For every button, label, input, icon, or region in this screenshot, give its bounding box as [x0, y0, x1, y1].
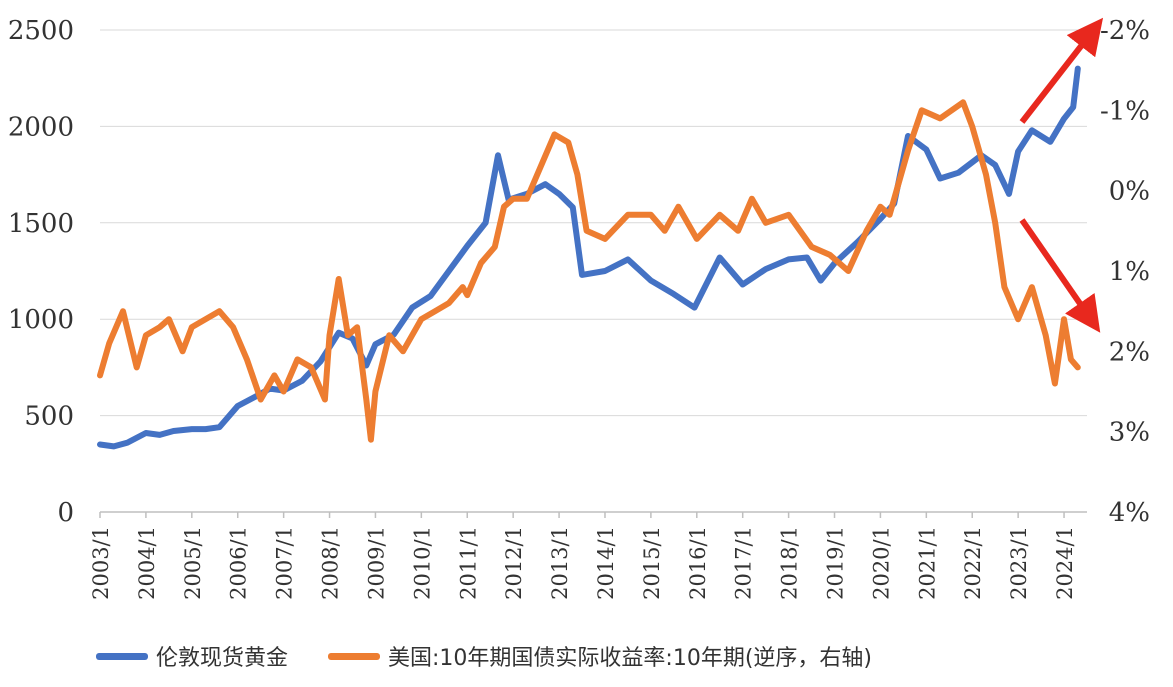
x-tick-label: 2005/1 [181, 526, 205, 600]
y-right-tick-label: 2% [1109, 337, 1150, 367]
series-lines [97, 65, 1081, 450]
x-tick-label: 2020/1 [869, 526, 893, 600]
up-arrow [1019, 17, 1104, 124]
line-chart: 0 500 1000 1500 2000 2500 4% 3% 2% 1% 0% -1% -2% 2003… [8, 16, 1150, 600]
annotation-arrows [1019, 17, 1104, 333]
y-right-tick-label: 0% [1109, 177, 1150, 207]
x-tick-label: 2018/1 [778, 526, 802, 600]
legend-swatch-gold [96, 652, 148, 660]
legend-label-yield: 美国:10年期国债实际收益率:10年期(逆序，右轴) [388, 646, 872, 671]
x-tick-label: 2016/1 [686, 526, 710, 600]
series-line-yield [97, 99, 1081, 443]
y-left-tick-label: 0 [57, 498, 74, 528]
y-right-tick-label: 3% [1109, 418, 1150, 448]
legend: 伦敦现货黄金 美国:10年期国债实际收益率:10年期(逆序，右轴) [96, 640, 872, 672]
x-tick-label: 2015/1 [640, 526, 664, 600]
gridlines [100, 29, 1087, 417]
legend-item-gold: 伦敦现货黄金 [96, 640, 288, 672]
y-left-tick-label: 2000 [8, 112, 74, 142]
x-tick-label: 2006/1 [227, 526, 251, 600]
series-line-gold [97, 65, 1081, 450]
y-right-tick-label: 1% [1109, 257, 1150, 287]
x-tick-label: 2022/1 [961, 526, 985, 600]
x-tick-label: 2013/1 [548, 526, 572, 600]
x-tick-label: 2009/1 [364, 526, 388, 600]
down-arrow [1019, 218, 1101, 333]
x-tick-label: 2012/1 [502, 526, 526, 600]
y-left-tick-label: 2500 [8, 16, 74, 46]
x-tick-label: 2017/1 [732, 526, 756, 600]
y-left-tick-label: 1500 [8, 209, 74, 239]
y-left-tick-label: 1000 [8, 305, 74, 335]
x-tick-label: 2023/1 [1007, 526, 1031, 600]
legend-item-yield: 美国:10年期国债实际收益率:10年期(逆序，右轴) [328, 640, 872, 672]
x-tick-label: 2011/1 [456, 526, 480, 600]
y-right-tick-label: -1% [1100, 96, 1150, 126]
axes: 0 500 1000 1500 2000 2500 4% 3% 2% 1% 0% -1% -2% 2003… [8, 16, 1150, 600]
x-tick-label: 2004/1 [135, 526, 159, 600]
x-tick-label: 2003/1 [89, 526, 113, 600]
x-tick-label: 2007/1 [273, 526, 297, 600]
x-tick-label: 2008/1 [319, 526, 343, 600]
x-tick-label: 2019/1 [824, 526, 848, 600]
x-tick-label: 2021/1 [915, 526, 939, 600]
y-right-tick-label: 4% [1109, 498, 1150, 528]
x-tick-label: 2014/1 [594, 526, 618, 600]
x-tick-label: 2010/1 [410, 526, 434, 600]
y-left-tick-label: 500 [24, 402, 74, 432]
legend-label-gold: 伦敦现货黄金 [156, 646, 289, 671]
y-right-tick-label: -2% [1100, 16, 1150, 46]
x-tick-label: 2024/1 [1053, 526, 1077, 600]
legend-swatch-yield [328, 652, 381, 660]
